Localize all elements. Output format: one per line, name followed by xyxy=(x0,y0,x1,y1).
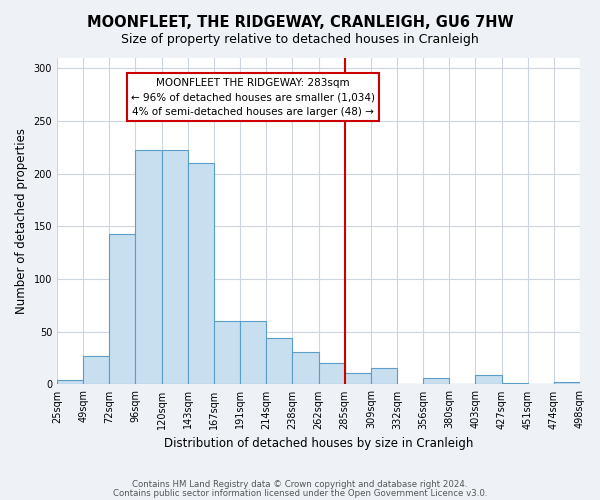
Text: Contains public sector information licensed under the Open Government Licence v3: Contains public sector information licen… xyxy=(113,489,487,498)
Bar xyxy=(423,378,449,384)
Bar xyxy=(161,150,188,384)
Bar xyxy=(136,150,161,384)
Bar xyxy=(344,373,371,384)
Text: Contains HM Land Registry data © Crown copyright and database right 2024.: Contains HM Land Registry data © Crown c… xyxy=(132,480,468,489)
Bar xyxy=(83,356,109,384)
Bar xyxy=(554,382,580,384)
Bar xyxy=(214,321,240,384)
Bar xyxy=(371,368,397,384)
Bar xyxy=(240,321,266,384)
X-axis label: Distribution of detached houses by size in Cranleigh: Distribution of detached houses by size … xyxy=(164,437,473,450)
Bar xyxy=(188,163,214,384)
Text: MOONFLEET, THE RIDGEWAY, CRANLEIGH, GU6 7HW: MOONFLEET, THE RIDGEWAY, CRANLEIGH, GU6 … xyxy=(86,15,514,30)
Y-axis label: Number of detached properties: Number of detached properties xyxy=(15,128,28,314)
Bar xyxy=(57,380,83,384)
Bar xyxy=(292,352,319,384)
Bar xyxy=(109,234,136,384)
Bar xyxy=(266,338,292,384)
Text: Size of property relative to detached houses in Cranleigh: Size of property relative to detached ho… xyxy=(121,32,479,46)
Text: MOONFLEET THE RIDGEWAY: 283sqm
← 96% of detached houses are smaller (1,034)
4% o: MOONFLEET THE RIDGEWAY: 283sqm ← 96% of … xyxy=(131,78,375,117)
Bar xyxy=(319,364,344,384)
Bar xyxy=(475,375,502,384)
